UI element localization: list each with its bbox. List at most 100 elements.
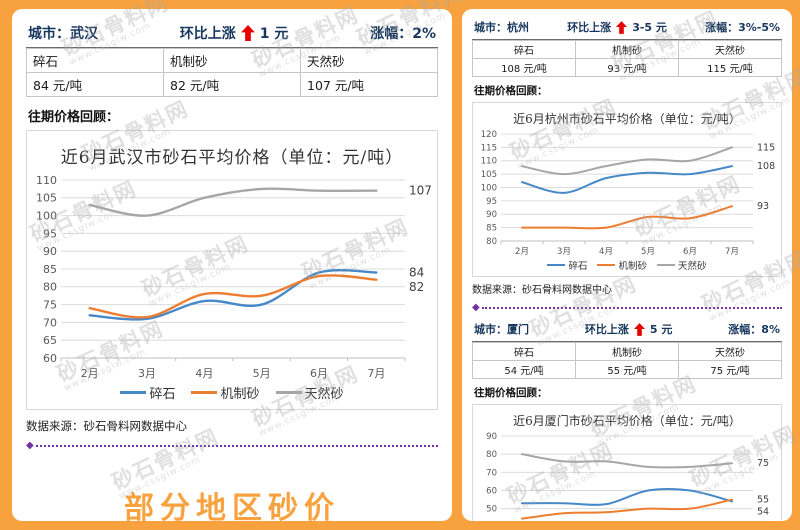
svg-text:90: 90 xyxy=(43,245,57,258)
legend-item: 天然砂 xyxy=(657,258,707,272)
svg-text:6月: 6月 xyxy=(683,247,697,257)
svg-text:95: 95 xyxy=(43,227,57,240)
material-name: 机制砂 xyxy=(575,342,679,361)
legend-label: 机制砂 xyxy=(618,261,647,272)
mom-value: 3-5 元 xyxy=(632,21,667,34)
material-name: 碎石 xyxy=(472,342,576,361)
diamond-icon: ◆ xyxy=(472,302,480,313)
section-divider: ◆ xyxy=(26,441,438,451)
chart-legend: 碎石 机制砂 天然砂 xyxy=(29,380,435,409)
wuhan-panel: 城市：武汉 环比上涨 1 元 涨幅：2% 碎石 机制砂 天然砂 84 元/吨 8… xyxy=(12,9,452,521)
legend-label: 机制砂 xyxy=(220,387,260,402)
chart-title: 近6月杭州市砂石平均价格（单位：元/吨） xyxy=(513,112,741,126)
svg-text:4月: 4月 xyxy=(599,247,613,257)
svg-text:7月: 7月 xyxy=(725,247,739,257)
svg-text:3月: 3月 xyxy=(138,367,156,380)
legend-line-icon xyxy=(657,264,675,266)
chart-title: 近6月武汉市砂石平均价格（单位：元/吨） xyxy=(60,148,404,168)
svg-text:75: 75 xyxy=(43,298,57,311)
svg-text:7月: 7月 xyxy=(367,367,385,380)
svg-text:93: 93 xyxy=(757,201,769,212)
dotted-line xyxy=(35,445,438,447)
xiamen-header: 城市：厦门 环比上涨 5 元 涨幅：8% xyxy=(472,319,782,342)
svg-text:54: 54 xyxy=(757,507,769,518)
pct-label: 涨幅：2% xyxy=(370,26,436,42)
svg-text:50: 50 xyxy=(486,505,497,515)
svg-text:85: 85 xyxy=(486,224,497,234)
svg-text:100: 100 xyxy=(481,183,497,193)
material-price: 55 元/吨 xyxy=(575,360,679,379)
svg-text:110: 110 xyxy=(36,174,57,187)
svg-text:65: 65 xyxy=(43,334,57,347)
footer-title: 部分地区砂价 xyxy=(124,491,340,521)
material-price: 115 元/吨 xyxy=(678,58,782,77)
legend-item: 机制砂 xyxy=(597,258,647,272)
source-label: 数据来源：砂石骨料网数据中心 xyxy=(472,285,612,296)
material-price: 108 元/吨 xyxy=(472,58,576,77)
wuhan-chart: 近6月武汉市砂石平均价格（单位：元/吨） 60 65 70 75 80 85 90 95 100… xyxy=(26,130,438,410)
hangzhou-header: 城市：杭州 环比上涨 3-5 元 涨幅：3%-5% xyxy=(472,17,782,40)
city-label: 城市：厦门 xyxy=(474,323,529,336)
wuhan-header: 城市：武汉 环比上涨 1 元 涨幅：2% xyxy=(26,21,438,48)
mom-label: 环比上涨 xyxy=(584,323,629,336)
svg-text:70: 70 xyxy=(43,316,57,329)
hangzhou-panel: 城市：杭州 环比上涨 3-5 元 涨幅：3%-5% 碎石 机制砂 天然砂 108… xyxy=(472,17,782,313)
material-price: 54 元/吨 xyxy=(472,360,576,379)
line-chart: 60 65 70 75 80 85 90 95 100 105 110 2月 3月 4月 5月 6月 7月 107… xyxy=(29,172,435,380)
svg-text:107: 107 xyxy=(409,184,432,198)
svg-text:120: 120 xyxy=(481,130,497,140)
source-label: 数据来源：砂石骨料网数据中心 xyxy=(26,419,187,433)
legend-item: 机制砂 xyxy=(191,383,260,402)
price-table: 碎石 机制砂 天然砂 108 元/吨 93 元/吨 115 元/吨 xyxy=(472,40,782,77)
material-row: 碎石 机制砂 天然砂 xyxy=(472,342,782,361)
review-label: 往期价格回顾： xyxy=(474,387,548,399)
price-table: 碎石 机制砂 天然砂 84 元/吨 82 元/吨 107 元/吨 xyxy=(26,48,438,97)
line-chart-svg: 304050607080902月3月4月5月6月7月755554 xyxy=(486,432,769,520)
legend-line-icon xyxy=(597,264,616,266)
legend-label: 天然砂 xyxy=(304,387,344,402)
svg-text:90: 90 xyxy=(486,210,497,220)
legend-item: 天然砂 xyxy=(275,383,344,402)
material-price: 75 元/吨 xyxy=(678,360,782,379)
price-row: 84 元/吨 82 元/吨 107 元/吨 xyxy=(26,72,438,97)
material-name: 机制砂 xyxy=(575,40,679,59)
line-chart: 80 85 90 95 100 105 110 115 120 2月 3月 4月 5月 6月 7月 115 10… xyxy=(475,129,779,257)
price-table: 碎石 机制砂 天然砂 54 元/吨 55 元/吨 75 元/吨 xyxy=(472,342,782,379)
svg-text:95: 95 xyxy=(486,197,497,207)
legend-label: 碎石 xyxy=(568,261,588,272)
dotted-line xyxy=(481,307,782,309)
svg-text:80: 80 xyxy=(486,450,497,460)
up-arrow-icon xyxy=(633,322,645,336)
material-name: 天然砂 xyxy=(300,48,438,73)
mom-value: 1 元 xyxy=(259,26,289,42)
legend-item: 碎石 xyxy=(547,258,587,272)
legend-line-icon xyxy=(120,391,147,394)
diamond-icon: ◆ xyxy=(26,440,34,451)
svg-text:115: 115 xyxy=(757,142,775,153)
svg-text:105: 105 xyxy=(36,192,57,205)
svg-text:60: 60 xyxy=(486,486,497,496)
legend-line-icon xyxy=(275,391,302,394)
material-name: 碎石 xyxy=(472,40,576,59)
svg-text:75: 75 xyxy=(757,458,769,469)
svg-text:2月: 2月 xyxy=(515,247,529,257)
legend-item: 碎石 xyxy=(120,383,175,402)
pct-label: 涨幅：8% xyxy=(728,323,780,336)
legend-label: 碎石 xyxy=(149,387,176,402)
material-price: 84 元/吨 xyxy=(26,72,164,97)
svg-text:5月: 5月 xyxy=(641,247,655,257)
xiamen-chart: 近6月厦门市砂石平均价格（单位：元/吨） 304050607080902月3月4… xyxy=(472,404,782,521)
material-name: 天然砂 xyxy=(678,40,782,59)
material-price: 107 元/吨 xyxy=(300,72,438,97)
svg-text:85: 85 xyxy=(43,263,57,276)
svg-text:6月: 6月 xyxy=(310,367,328,380)
svg-text:60: 60 xyxy=(43,352,57,365)
svg-text:115: 115 xyxy=(481,143,497,153)
price-row: 54 元/吨 55 元/吨 75 元/吨 xyxy=(472,360,782,379)
svg-text:55: 55 xyxy=(757,495,769,506)
svg-text:105: 105 xyxy=(481,170,497,180)
chart-legend: 碎石 机制砂 天然砂 xyxy=(475,257,779,276)
svg-text:90: 90 xyxy=(486,432,497,442)
svg-text:108: 108 xyxy=(757,161,775,172)
